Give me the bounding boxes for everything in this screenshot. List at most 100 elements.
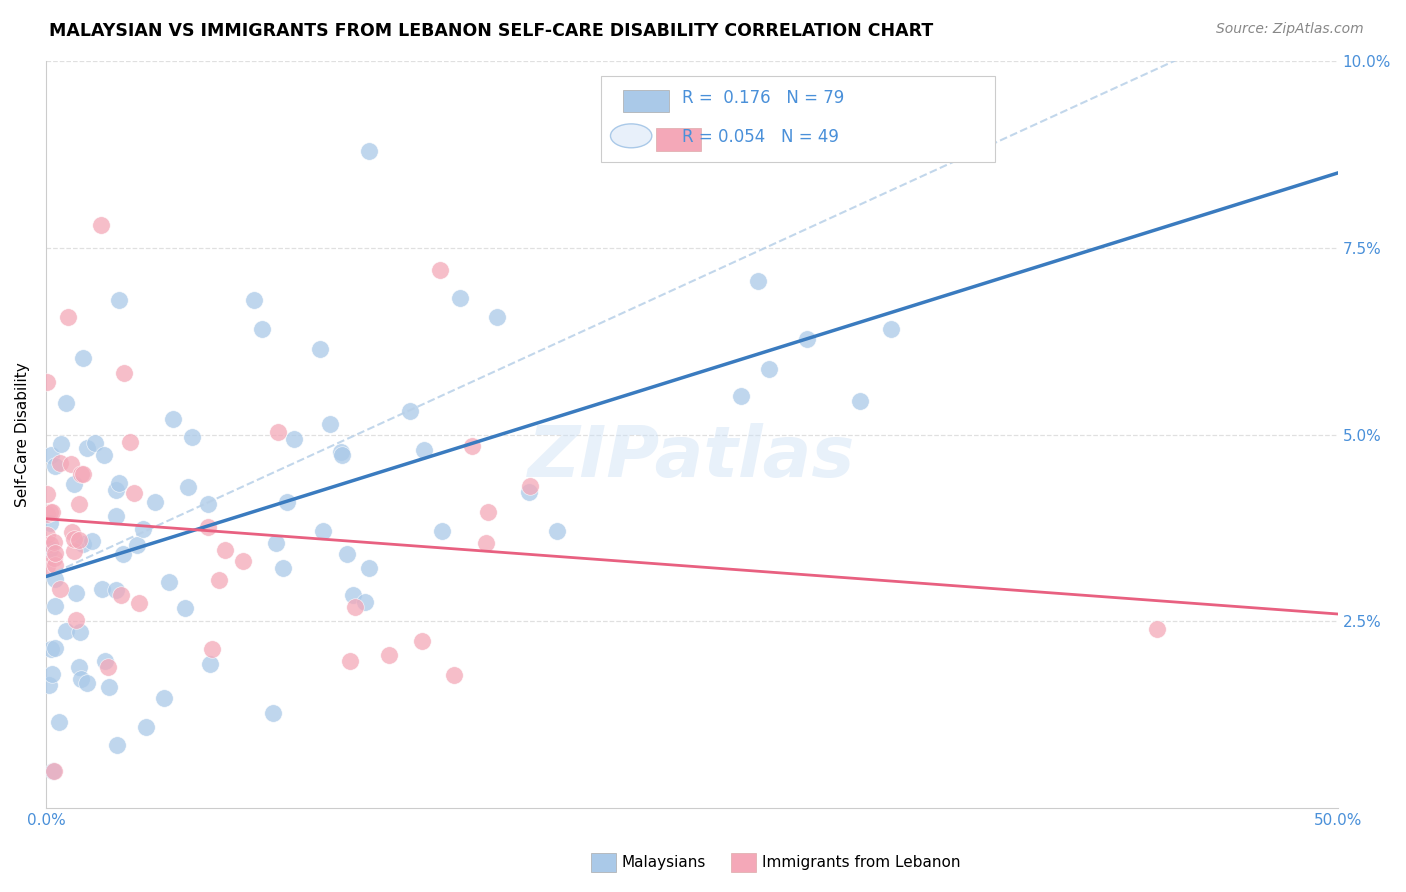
Point — [59, 457, 82, 471]
Point — [76, 441, 98, 455]
Bar — [623, 89, 669, 112]
Point — [49, 456, 72, 470]
Point — [377, 648, 399, 663]
Point — [72, 351, 94, 365]
Point — [72, 467, 94, 482]
Point — [105, 738, 128, 752]
Point — [143, 495, 166, 509]
Point — [849, 394, 872, 409]
Point — [65, 585, 87, 599]
Point — [39, 516, 62, 530]
Point — [758, 362, 780, 376]
Point — [153, 690, 176, 705]
Point — [197, 497, 219, 511]
Point — [41, 505, 63, 519]
Point — [214, 543, 236, 558]
Point — [67, 497, 90, 511]
Point — [319, 417, 342, 432]
Point — [39, 537, 62, 551]
Point — [42, 550, 65, 565]
FancyBboxPatch shape — [602, 76, 995, 162]
Point — [35, 375, 58, 389]
Point — [125, 538, 148, 552]
Point — [519, 479, 541, 493]
Point — [105, 483, 128, 498]
Point — [44, 599, 66, 614]
Point — [180, 430, 202, 444]
Point — [44, 641, 66, 656]
Point — [55, 624, 77, 639]
Point — [65, 613, 87, 627]
Point — [44, 458, 66, 473]
Point — [267, 425, 290, 439]
Point — [111, 547, 134, 561]
Point — [70, 672, 93, 686]
Point — [94, 654, 117, 668]
Point — [546, 524, 568, 538]
Point — [37, 486, 59, 500]
Point — [443, 668, 465, 682]
Point — [174, 601, 197, 615]
Text: Immigrants from Lebanon: Immigrants from Lebanon — [762, 855, 960, 870]
Point — [283, 432, 305, 446]
Point — [354, 595, 377, 609]
Point — [55, 396, 77, 410]
Point — [107, 476, 129, 491]
Point — [357, 561, 380, 575]
Point — [1146, 622, 1168, 636]
Point — [276, 494, 298, 508]
Point — [344, 599, 367, 614]
Point — [80, 533, 103, 548]
Point — [413, 443, 436, 458]
Point — [39, 641, 62, 656]
Point — [48, 714, 70, 729]
Point — [309, 343, 332, 357]
Point — [51, 436, 73, 450]
Point — [63, 533, 86, 547]
Point — [485, 310, 508, 325]
Point — [342, 588, 364, 602]
Bar — [655, 128, 702, 151]
Point — [44, 572, 66, 586]
Point — [42, 764, 65, 778]
Point — [357, 144, 380, 158]
Point — [517, 484, 540, 499]
Point — [37, 508, 59, 522]
Point — [232, 554, 254, 568]
Point — [90, 219, 112, 233]
Point — [76, 675, 98, 690]
Point — [132, 522, 155, 536]
Point — [97, 660, 120, 674]
Point — [63, 477, 86, 491]
Point — [122, 486, 145, 500]
Point — [98, 680, 121, 694]
Point — [38, 541, 60, 556]
Point — [112, 366, 135, 380]
Point — [264, 535, 287, 549]
Point — [72, 537, 94, 551]
Point — [475, 536, 498, 550]
Text: Malaysians: Malaysians — [621, 855, 706, 870]
Point — [42, 764, 65, 778]
Point — [197, 519, 219, 533]
Point — [200, 657, 222, 672]
Point — [44, 535, 66, 549]
Point — [91, 582, 114, 596]
Point — [44, 558, 66, 572]
Point — [69, 659, 91, 673]
Point — [108, 293, 131, 307]
Point — [747, 274, 769, 288]
Point — [411, 634, 433, 648]
Point — [177, 480, 200, 494]
Point — [880, 322, 903, 336]
Point — [63, 544, 86, 558]
Point — [208, 574, 231, 588]
Point — [796, 332, 818, 346]
Point — [41, 667, 63, 681]
Point — [461, 439, 484, 453]
Point — [201, 641, 224, 656]
Text: ZIPatlas: ZIPatlas — [529, 423, 856, 491]
Point — [35, 559, 58, 574]
Text: R =  0.176   N = 79: R = 0.176 N = 79 — [682, 88, 844, 107]
Point — [128, 596, 150, 610]
